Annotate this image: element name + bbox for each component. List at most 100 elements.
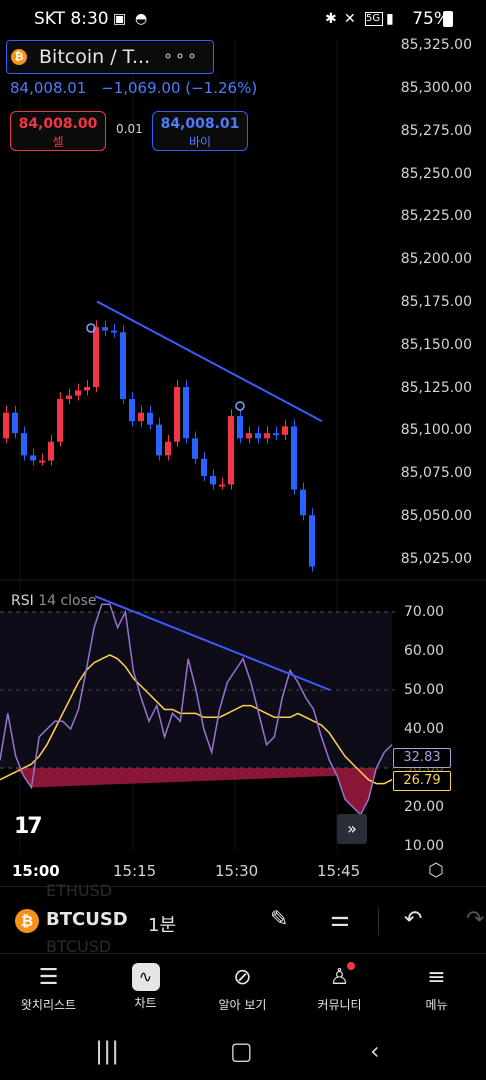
community-icon: ♙ [329,965,350,990]
ghost-ticker: BTCUSD [46,937,112,956]
candle-body [264,433,270,439]
undo-icon[interactable]: ↶ [404,907,423,932]
scroll-to-realtime-button[interactable]: » [337,814,367,844]
home-icon[interactable]: ▢ [230,1037,253,1065]
nav-menu[interactable]: ≡ 메뉴 [388,954,485,1024]
rsi-ma-badge: 26.79 [393,771,451,791]
nav-label: 메뉴 [425,998,448,1012]
candle-body [3,412,9,439]
time-tick: 15:30 [215,862,259,880]
bitcoin-logo-icon: ₿ [15,909,39,933]
candle-body [120,332,126,399]
symbol-selector[interactable]: ₿ Bitcoin / T... ∘∘∘ [6,40,214,74]
interval-button[interactable]: 1분 [148,915,177,936]
ghost-ticker: ETHUSD [46,881,113,900]
bitcoin-logo-icon: ₿ [11,49,27,65]
battery-icon [443,11,453,27]
nav-chart[interactable]: ∿ 차트 [97,954,194,1024]
chart-settings-icon[interactable]: ⬡ [428,860,444,881]
status-time: SKT 8:30 [34,9,109,29]
time-tick: 15:45 [317,862,361,880]
price-tick: 85,150.00 [400,337,472,353]
status-bar: SKT 8:30 ▣ ◓ ✱ ✕ 5G ▮ 75% [0,0,486,40]
price-tick: 85,225.00 [400,208,472,224]
rsi-legend[interactable]: RSI 14 close [11,593,97,609]
ticker-button[interactable]: BTCUSD [46,909,128,930]
sell-label: 셀 [52,135,64,149]
sell-price: 84,008.00 [18,116,98,132]
candle-body [291,426,297,490]
candle-body [201,458,207,476]
price-trendline [96,300,323,423]
spread-value: 0.01 [116,122,143,136]
incognito-icon: ◓ [135,11,148,27]
price-tick: 85,125.00 [400,380,472,396]
candle-body [57,398,63,442]
nav-label: 왓치리스트 [20,998,77,1012]
sell-button[interactable]: 84,008.00 셀 [10,111,106,151]
rsi-tick: 40.00 [404,721,445,737]
candle-body [165,441,171,456]
candle-body [147,412,153,425]
price-tick: 85,075.00 [400,465,472,481]
rsi-trendline [94,595,331,691]
drawing-pen-icon[interactable]: ✎ [270,907,289,932]
chart-toolbar: ETHUSD BTCUSD ₿ BTCUSD 1분 ✎ ⚌ ↶ ↷ [0,881,486,956]
tradingview-logo: 17 [14,814,43,839]
candle-body [102,327,108,331]
last-price: 84,008.01 [10,79,87,97]
candle-body [39,460,45,463]
pivot-marker [86,323,96,333]
rsi-tick: 60.00 [404,643,445,659]
price-change: −1,069.00 (−1.26%) [101,79,258,97]
candle-body [129,398,135,422]
battery-level: 75% [412,9,450,29]
buy-label: 바이 [188,135,212,149]
candle-body [237,416,243,439]
bottom-nav: ☰ 왓치리스트 ∿ 차트 ⊘ 알아 보기 ♙ 커뮤니티 ≡ 메뉴 [0,953,486,1024]
nav-community[interactable]: ♙ 커뮤니티 [291,954,388,1024]
rsi-oversold-fill [15,768,377,815]
price-tick: 85,100.00 [400,422,472,438]
5g-icon: 5G [365,12,383,26]
recent-apps-icon[interactable]: ||| [95,1037,120,1065]
rsi-tick: 50.00 [404,682,445,698]
more-icon[interactable]: ∘∘∘ [162,46,199,65]
redo-icon[interactable]: ↷ [466,907,485,932]
system-nav-bar: ||| ▢ ‹ [0,1023,486,1080]
candle-body [192,438,198,459]
candle-body [255,433,261,439]
menu-icon: ≡ [427,965,446,990]
nav-explore[interactable]: ⊘ 알아 보기 [194,954,291,1024]
candle-body [228,416,234,485]
nav-watchlist[interactable]: ☰ 왓치리스트 [0,954,97,1024]
symbol-title: Bitcoin / T... [39,46,151,68]
buy-button[interactable]: 84,008.01 바이 [152,111,248,151]
price-line: 84,008.01 −1,069.00 (−1.26%) [10,79,267,97]
nav-label: 커뮤니티 [317,998,362,1012]
pivot-marker [235,401,245,411]
candle-body [12,412,18,434]
candle-body [210,475,216,485]
candle-body [309,515,315,567]
price-tick: 85,200.00 [400,251,472,267]
price-tick: 85,175.00 [400,294,472,310]
candle-body [30,455,36,461]
candle-body [174,387,180,442]
indicator-settings-icon[interactable]: ⚌ [330,907,350,932]
candle-body [66,395,72,399]
nav-label: 차트 [134,996,157,1010]
candle-body [93,327,99,387]
candle-body [156,424,162,456]
candle-body [219,484,225,487]
candle-body [138,412,144,422]
chart-icon: ∿ [131,963,160,991]
rsi-ma-line [0,654,393,785]
price-chart[interactable] [0,30,486,890]
candle-body [300,489,306,516]
candle-body [183,387,189,439]
back-icon[interactable]: ‹ [370,1037,380,1065]
candle-body [84,387,90,391]
price-tick: 85,025.00 [400,551,472,567]
watchlist-icon: ☰ [38,965,59,990]
